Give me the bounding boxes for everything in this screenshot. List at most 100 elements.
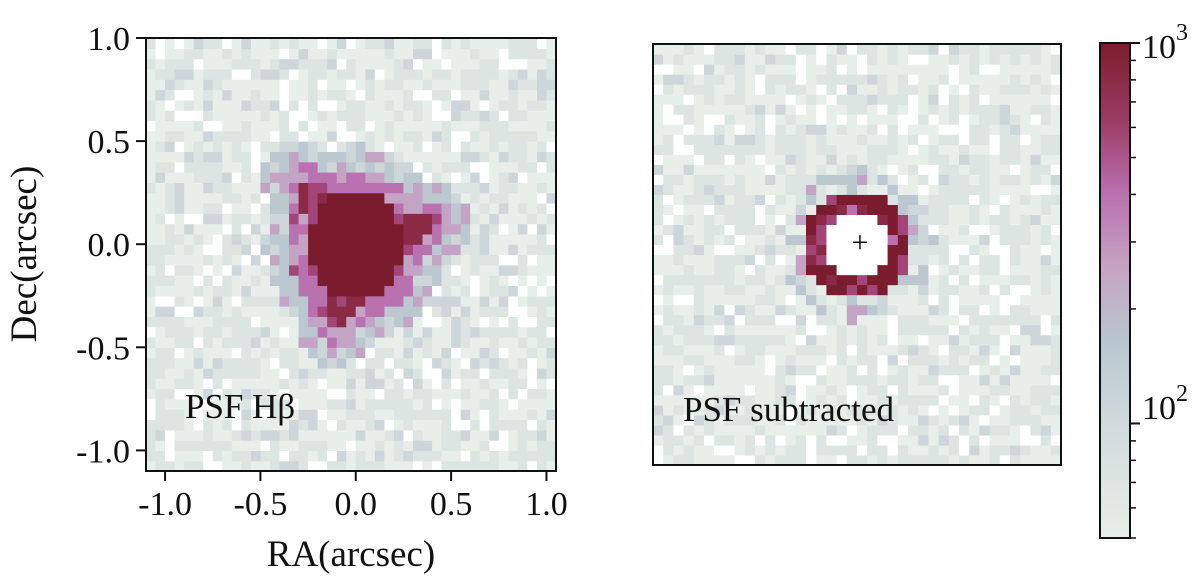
heatmap-cell (146, 120, 157, 132)
heatmap-cell (999, 64, 1011, 75)
heatmap-cell (441, 460, 452, 471)
heatmap-cell (289, 419, 300, 431)
heatmap-cell (795, 204, 807, 215)
heatmap-cell (536, 192, 548, 204)
heatmap-cell (384, 233, 395, 245)
heatmap-cell (734, 134, 746, 145)
heatmap-cell (877, 314, 889, 326)
heatmap-cell (498, 233, 509, 245)
heatmap-cell (432, 419, 443, 431)
heatmap-cell (432, 336, 443, 348)
heatmap-cell (938, 374, 950, 386)
heatmap-cell (928, 94, 940, 105)
heatmap-cell (517, 326, 528, 338)
heatmap-cell (775, 274, 787, 286)
heatmap-cell (432, 450, 443, 462)
heatmap-cell (744, 144, 756, 155)
heatmap-cell (203, 130, 214, 142)
heatmap-cell (393, 326, 405, 338)
heatmap-cell (918, 214, 929, 226)
heatmap-cell (806, 394, 817, 406)
heatmap-cell (806, 124, 817, 135)
heatmap-cell (470, 161, 481, 173)
heatmap-cell (897, 374, 909, 386)
heatmap-cell (289, 192, 300, 204)
heatmap-cell (298, 110, 309, 122)
heatmap-cell (393, 316, 405, 328)
heatmap-cell (928, 234, 940, 246)
heatmap-cell (714, 384, 725, 396)
heatmap-cell (999, 244, 1011, 256)
heatmap-cell (816, 74, 827, 85)
heatmap-cell (908, 454, 919, 465)
heatmap-cell (451, 460, 462, 471)
heatmap-cell (897, 74, 909, 85)
heatmap-cell (451, 254, 462, 266)
heatmap-cell (365, 151, 376, 163)
heatmap-cell (279, 38, 290, 49)
heatmap-cell (867, 374, 878, 386)
heatmap-cell (298, 264, 309, 276)
heatmap-cell (365, 275, 376, 287)
heatmap-cell (489, 68, 500, 80)
heatmap-cell (755, 434, 766, 446)
heatmap-cell (653, 334, 664, 346)
heatmap-cell (479, 357, 490, 369)
heatmap-cell (489, 244, 500, 256)
heatmap-cell (508, 264, 519, 276)
heatmap-cell (744, 334, 756, 346)
heatmap-cell (212, 244, 223, 256)
heatmap-cell (826, 314, 838, 326)
heatmap-cell (184, 48, 195, 60)
heatmap-cell (489, 172, 500, 183)
heatmap-cell (336, 68, 347, 80)
heatmap-cell (704, 194, 715, 205)
heatmap-cell (693, 224, 705, 236)
heatmap-cell (765, 84, 776, 95)
heatmap-cell (308, 213, 319, 225)
heatmap-cell (546, 285, 556, 297)
heatmap-cell (174, 79, 185, 91)
heatmap-cell (374, 192, 385, 204)
heatmap-cell (451, 110, 462, 122)
heatmap-cell (451, 429, 462, 441)
heatmap-cell (775, 354, 787, 366)
heatmap-cell (498, 99, 509, 111)
heatmap-cell (451, 213, 462, 225)
heatmap-cell (785, 244, 797, 256)
heatmap-cell (155, 68, 166, 80)
heatmap-cell (441, 202, 452, 214)
heatmap-cell (1030, 84, 1042, 95)
heatmap-cell (704, 284, 715, 296)
heatmap-cell (897, 84, 909, 95)
heatmap-cell (403, 378, 414, 390)
heatmap-cell (765, 104, 776, 115)
heatmap-cell (826, 284, 838, 296)
heatmap-cell (673, 414, 685, 426)
heatmap-cell (336, 202, 347, 214)
heatmap-cell (546, 460, 556, 471)
heatmap-cell (755, 104, 766, 115)
heatmap-cell (836, 74, 848, 85)
heatmap-cell (938, 174, 950, 185)
heatmap-cell (683, 164, 695, 175)
heatmap-cell (683, 114, 695, 125)
heatmap-cell (673, 104, 685, 115)
heatmap-cell (489, 79, 500, 91)
heatmap-cell (203, 58, 214, 70)
heatmap-cell (317, 316, 328, 328)
heatmap-cell (308, 141, 319, 153)
heatmap-cell (231, 213, 242, 225)
heatmap-cell (193, 38, 204, 49)
heatmap-cell (298, 223, 309, 235)
heatmap-cell (403, 141, 414, 153)
heatmap-cell (724, 104, 736, 115)
heatmap-cell (193, 347, 204, 359)
heatmap-cell (683, 254, 695, 266)
heatmap-cell (1050, 334, 1061, 346)
heatmap-cell (222, 110, 233, 122)
heatmap-cell (412, 275, 424, 287)
heatmap-cell (174, 440, 185, 451)
heatmap-cell (785, 424, 797, 436)
heatmap-cell (734, 204, 746, 215)
